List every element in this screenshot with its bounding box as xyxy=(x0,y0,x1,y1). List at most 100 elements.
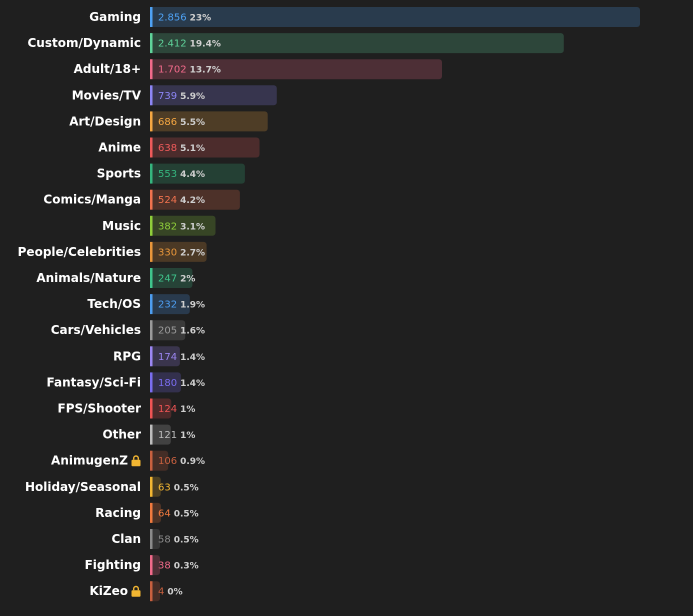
bar-row: Sports 553 4.4% xyxy=(97,163,245,184)
category-label: Custom/Dynamic xyxy=(27,36,141,50)
value-label: 63 0.5% xyxy=(158,482,199,493)
bar-row: Tech/OS 232 1.9% xyxy=(87,294,205,315)
value-text: 124 xyxy=(158,404,177,415)
bar xyxy=(150,189,240,210)
bar-row: KiZeo 4 0% xyxy=(90,581,183,602)
bar xyxy=(150,215,216,236)
value-text: 4 xyxy=(158,587,164,598)
percent-text: 0.3% xyxy=(174,562,199,572)
category-label: AnimugenZ xyxy=(51,454,128,468)
value-text: 247 xyxy=(158,274,177,285)
value-label: 64 0.5% xyxy=(158,508,199,519)
percent-text: 3.1% xyxy=(180,222,205,232)
bar-row: Art/Design 686 5.5% xyxy=(69,111,268,132)
category-label: Animals/Nature xyxy=(36,271,141,285)
value-text: 121 xyxy=(158,430,177,441)
bar xyxy=(150,163,245,184)
value-label: 124 1% xyxy=(158,404,195,415)
category-label: Comics/Manga xyxy=(43,193,141,207)
category-label: FPS/Shooter xyxy=(58,402,142,416)
value-label: 38 0.3% xyxy=(158,561,199,572)
value-label: 205 1.6% xyxy=(158,326,205,337)
bar-accent xyxy=(150,502,153,523)
value-label: 382 3.1% xyxy=(158,221,205,232)
bar xyxy=(150,59,442,80)
value-text: 1.702 xyxy=(158,65,187,76)
value-text: 180 xyxy=(158,378,177,389)
value-label: 180 1.4% xyxy=(158,378,205,389)
category-label: Other xyxy=(102,428,141,442)
value-label: 2.412 19.4% xyxy=(158,39,221,50)
category-label: People/Celebrities xyxy=(18,245,141,259)
chart-rows: Gaming 2.856 23% Custom/Dynamic 2.412 19.4% Ad… xyxy=(18,7,640,602)
bar-row: Gaming 2.856 23% xyxy=(89,7,640,27)
bar xyxy=(150,268,193,288)
lock-icon xyxy=(131,455,141,467)
bar-row: RPG 174 1.4% xyxy=(113,346,205,367)
value-label: 330 2.7% xyxy=(158,247,205,258)
category-label: Fighting xyxy=(85,558,141,572)
bar-accent xyxy=(150,189,153,210)
value-text: 2.856 xyxy=(158,13,187,24)
bar-row: Cars/Vehicles 205 1.6% xyxy=(51,320,205,341)
bar xyxy=(150,346,180,367)
value-label: 121 1% xyxy=(158,430,195,441)
value-label: 4 0% xyxy=(158,587,183,598)
bar xyxy=(150,241,207,262)
value-text: 64 xyxy=(158,508,171,519)
bar xyxy=(150,424,171,445)
percent-text: 5.9% xyxy=(180,92,205,102)
percent-text: 0.5% xyxy=(174,509,199,519)
percent-text: 4.2% xyxy=(180,196,205,206)
percent-text: 1% xyxy=(180,405,195,415)
value-label: 1.702 13.7% xyxy=(158,65,221,76)
lock-icon xyxy=(131,585,141,597)
percent-text: 1.6% xyxy=(180,327,205,337)
value-text: 38 xyxy=(158,561,171,572)
percent-text: 0% xyxy=(167,588,182,598)
value-text: 205 xyxy=(158,326,177,337)
category-label: Fantasy/Sci-Fi xyxy=(47,375,141,389)
percent-text: 0.5% xyxy=(174,536,199,546)
bar-accent xyxy=(150,581,153,602)
percent-text: 0.5% xyxy=(174,483,199,493)
percent-text: 19.4% xyxy=(190,40,221,50)
bar xyxy=(150,85,277,106)
value-label: 686 5.5% xyxy=(158,117,205,128)
bar-row: Animals/Nature 247 2% xyxy=(36,268,195,288)
bar xyxy=(150,450,169,471)
bar-row: Other 121 1% xyxy=(102,424,195,445)
value-text: 638 xyxy=(158,143,177,154)
bar-accent xyxy=(150,7,153,27)
bar-row: Holiday/Seasonal 63 0.5% xyxy=(25,476,199,497)
value-label: 739 5.9% xyxy=(158,91,205,102)
bar-accent xyxy=(150,111,153,132)
bar-row: Adult/18+ 1.702 13.7% xyxy=(74,59,442,80)
bar xyxy=(150,502,161,523)
bar-row: People/Celebrities 330 2.7% xyxy=(18,241,207,262)
percent-text: 1.4% xyxy=(180,353,205,363)
bar xyxy=(150,372,181,393)
bar-accent xyxy=(150,346,153,367)
bar-row: AnimugenZ 106 0.9% xyxy=(51,450,205,471)
bar-accent xyxy=(150,294,153,315)
bar-row: Clan 58 0.5% xyxy=(111,529,199,549)
bar-accent xyxy=(150,555,153,576)
value-text: 524 xyxy=(158,195,177,206)
percent-text: 2.7% xyxy=(180,248,205,258)
category-label: Anime xyxy=(98,141,141,155)
value-label: 58 0.5% xyxy=(158,535,199,546)
category-label: Cars/Vehicles xyxy=(51,323,141,337)
bar-row: Movies/TV 739 5.9% xyxy=(72,85,277,106)
bar xyxy=(150,111,268,132)
category-label: Movies/TV xyxy=(72,88,142,102)
category-label: RPG xyxy=(113,349,141,363)
category-label: Racing xyxy=(95,506,141,520)
bar-accent xyxy=(150,137,153,158)
percent-text: 13.7% xyxy=(190,66,221,76)
value-label: 106 0.9% xyxy=(158,456,205,467)
percent-text: 1.4% xyxy=(180,379,205,389)
category-label: Adult/18+ xyxy=(74,62,141,76)
bar-row: Fantasy/Sci-Fi 180 1.4% xyxy=(47,372,205,393)
